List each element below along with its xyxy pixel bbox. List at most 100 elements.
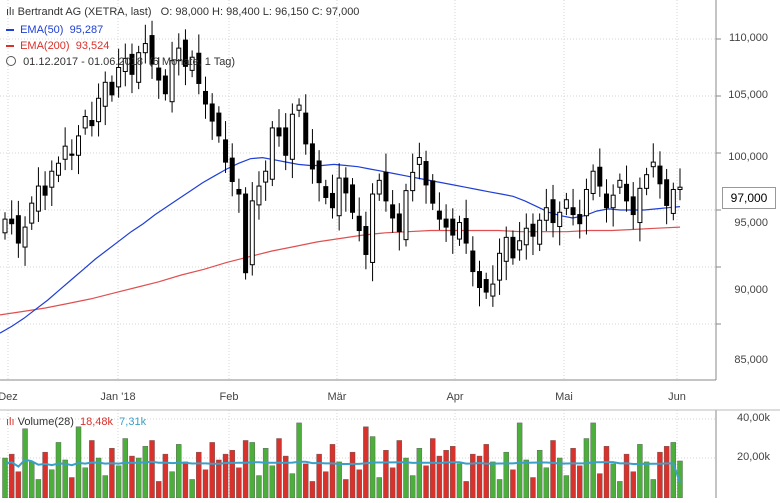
volume-bar [403,457,409,499]
volume-bar [269,465,276,499]
volume-bar [102,475,108,499]
x-tick-feb: Feb [219,391,239,403]
candle-body [624,183,630,202]
candle-body [537,219,543,245]
volume-bar [202,469,209,499]
candle-body [657,165,663,185]
candle-body [356,215,362,232]
volume-bars [2,422,683,499]
candle-body [35,185,41,212]
x-tick-dez: Dez [0,391,18,403]
candle-body [610,194,616,209]
candle-body [530,223,536,237]
volume-bar [597,473,603,499]
volume-bar [550,440,556,499]
volume-legend: ılı Volume(28) 18,48k 7,31k [6,416,146,428]
candle-body [69,153,75,156]
candle-body [202,90,208,105]
candle-body [603,193,609,209]
volume-bar [630,471,636,499]
x-tick-apr: Apr [446,391,464,403]
candle-body [296,104,302,111]
volume-bar [162,453,169,499]
volume-bar [249,442,255,499]
volume-bar [89,440,95,499]
candle-body [116,67,122,88]
candle-body [62,145,68,160]
volume-bar [376,477,382,499]
candle-body [336,177,342,217]
candle-body [370,193,376,263]
candle-body [309,143,315,170]
volume-bar [169,471,175,499]
y-tick-100: 100,000 [728,151,768,163]
ema200-label: EMA(200) [20,40,70,52]
volume-bar [142,446,149,499]
candle-body [109,81,115,96]
volume-bar [603,446,610,499]
volume-bar [22,428,28,499]
volume-bar [62,459,68,499]
candle-body [15,215,21,244]
candle-body [470,250,476,273]
volume-bar [510,469,516,499]
volume-bar [209,442,215,499]
candlesticks [2,20,683,307]
candle-body [390,204,396,219]
candle-body [403,190,409,241]
volume-bar [122,438,128,499]
volume-bar [610,463,616,499]
candle-body [142,43,148,54]
x-tick-mai: Mai [555,391,573,403]
candle-body [363,226,369,255]
ema200-legend: EMA(200) 93,524 [6,40,109,52]
volume-bar [323,471,329,499]
volume-bar [423,465,429,499]
volume-bar [49,469,55,499]
volume-bar [95,457,102,499]
volume-bar [35,479,42,499]
volume-bar [256,475,262,499]
volume-bar [463,481,469,499]
volume-bar [316,453,322,499]
volume-bars-icon: ılı [6,416,18,428]
x-tick-maer: Mär [327,391,347,403]
candle-body [597,166,603,187]
candle-body [677,186,683,190]
volume-bar [536,450,543,499]
candle-body [129,53,135,75]
candle-body [223,139,229,163]
candle-body [343,177,349,194]
candle-body [22,226,28,248]
candle-body [590,170,596,194]
candle-body [249,200,255,266]
volume-bar [383,450,389,499]
ema200-path [0,226,681,316]
candle-body [276,127,282,137]
vol-tick-40k: 40,00k [736,412,770,424]
ema200-value: 93,524 [75,40,110,52]
candle-body [510,236,516,259]
candle-body [650,161,656,168]
volume-bar [176,444,182,499]
candle-body [483,279,489,293]
candle-body [463,218,469,244]
volume-bar [650,479,656,499]
candle-body [557,211,563,228]
candle-body [410,171,416,192]
chart-title: Bertrandt AG (XETRA, last) [17,6,152,18]
candle-body [503,236,509,262]
volume-ma-value: 7,31k [119,416,147,428]
volume-bar [496,479,503,499]
ema50-legend: EMA(50) 95,287 [6,24,103,36]
volume-bar [149,440,155,499]
candle-body [196,52,202,84]
y-tick-85: 85,000 [734,354,768,366]
ema50-swatch [6,29,14,32]
candle-body [423,161,429,186]
volume-bar [276,438,282,499]
volume-bar [216,459,222,499]
candle-body [182,39,188,67]
candle-body [263,170,269,183]
